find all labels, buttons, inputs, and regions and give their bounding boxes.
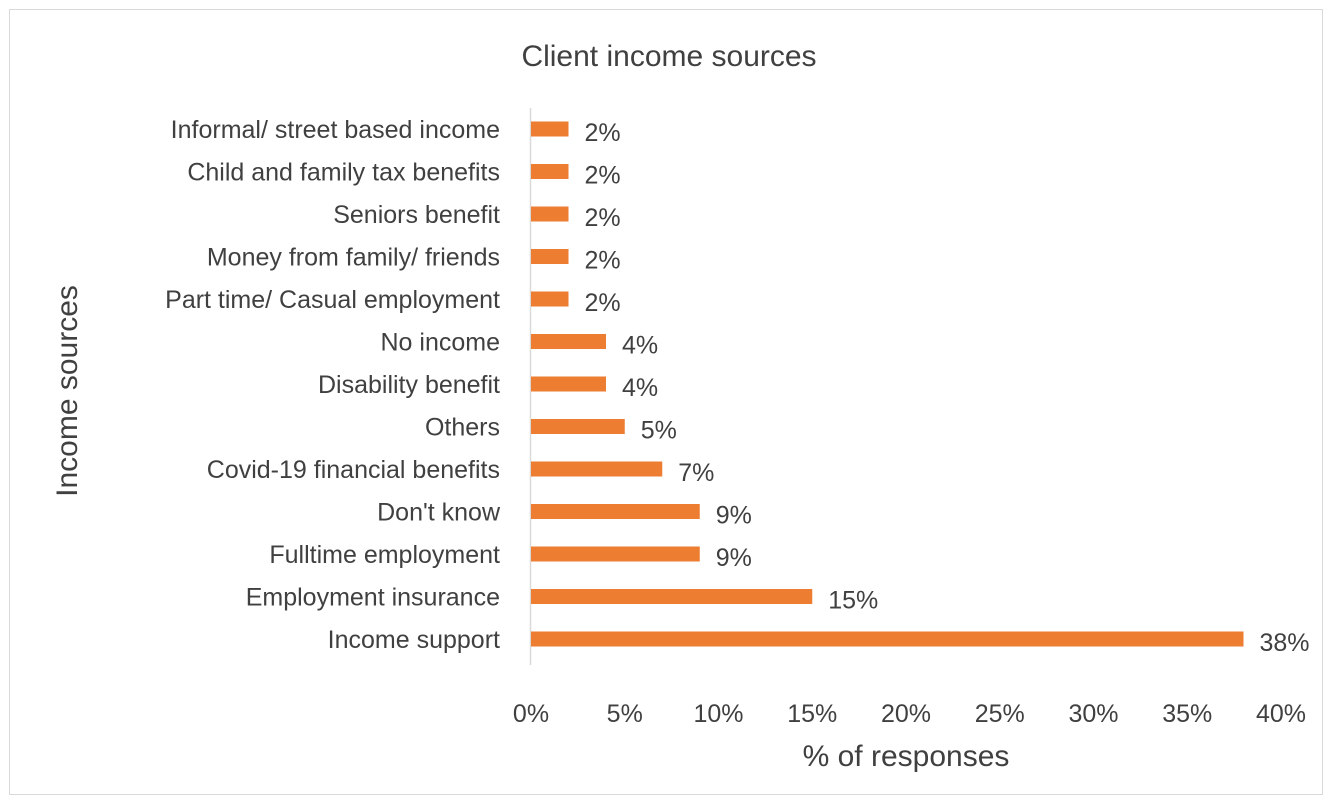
data-label: 9% [716,544,752,572]
bar [531,504,700,519]
data-label: 4% [622,332,658,360]
bar [531,249,569,264]
bar [531,164,569,179]
bar [531,334,606,349]
data-label: 2% [585,162,621,190]
category-label: Fulltime employment [269,541,500,569]
x-tick-label: 0% [513,700,549,728]
data-label: 2% [585,289,621,317]
x-tick-label: 10% [693,700,743,728]
category-label: Disability benefit [318,371,500,399]
category-label: Money from family/ friends [207,244,500,272]
x-axis-title: % of responses [803,740,1010,773]
bar [531,419,625,434]
bar [531,291,569,307]
chart-frame: Client income sources Income sources % o… [9,9,1323,795]
y-axis-title: Income sources [51,285,84,497]
category-label: Don't know [377,499,501,527]
x-tick-label: 40% [1256,700,1306,728]
data-label: 38% [1260,629,1310,657]
data-label: 9% [716,502,752,530]
category-label: Covid-19 financial benefits [207,456,500,484]
chart-svg: Client income sources Income sources % o… [51,40,1310,773]
category-label: Employment insurance [246,584,500,612]
x-tick-labels: 0% 5% 10% 15% 20% 25% 30% 35% 40% [513,700,1306,728]
bars-group [531,121,1244,647]
data-labels: 2%2%2%2%2%4%4%5%7%9%9%15%38% [585,119,1310,657]
bar [531,631,1244,647]
category-label: Informal/ street based income [171,116,500,144]
bar [531,121,569,137]
bar [531,546,700,562]
x-tick-label: 20% [881,700,931,728]
x-tick-label: 30% [1068,700,1118,728]
x-tick-label: 15% [787,700,837,728]
data-label: 4% [622,374,658,402]
data-label: 2% [585,204,621,232]
bar [531,206,569,222]
x-tick-label: 5% [607,700,643,728]
category-labels: Informal/ street based income Child and f… [165,116,501,654]
category-label: Part time/ Casual employment [165,286,500,314]
data-label: 5% [641,417,677,445]
data-label: 2% [585,247,621,275]
chart-title: Client income sources [521,40,816,73]
bar [531,376,606,392]
category-label: Income support [328,626,500,654]
data-label: 2% [585,119,621,147]
category-label: No income [381,329,501,357]
x-tick-label: 35% [1162,700,1212,728]
category-label: Seniors benefit [333,201,500,229]
category-label: Others [425,414,500,442]
bar [531,461,663,477]
x-tick-label: 25% [975,700,1025,728]
category-label: Child and family tax benefits [187,159,500,187]
data-label: 7% [678,459,714,487]
bar [531,589,813,604]
data-label: 15% [828,587,878,615]
